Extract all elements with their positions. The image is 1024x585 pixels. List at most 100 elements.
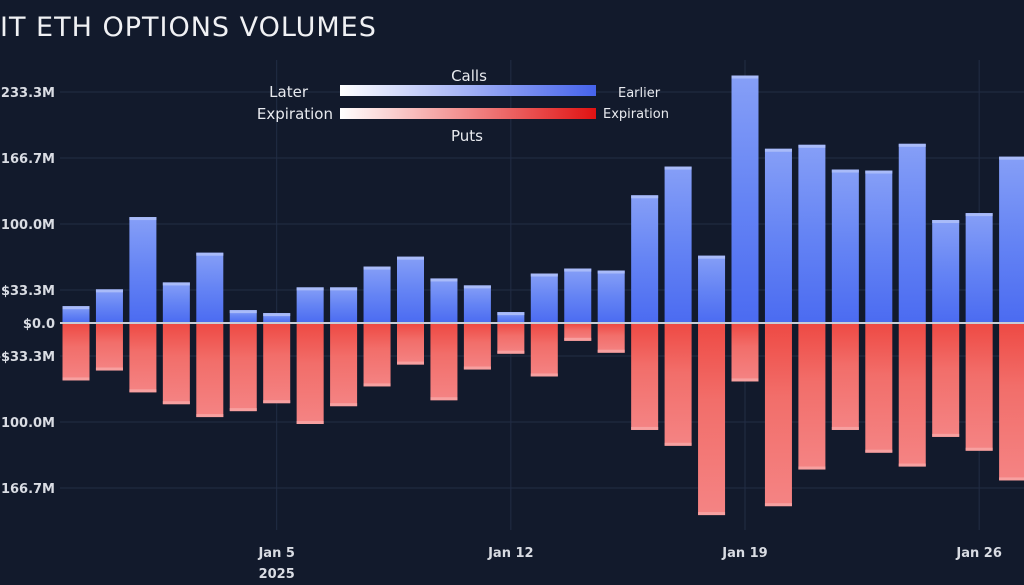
put-bar-cap (497, 350, 525, 354)
legend-earlier-label: Earlier (618, 86, 661, 101)
put-bar (932, 324, 960, 437)
put-bar (631, 324, 659, 430)
put-bar (229, 324, 257, 412)
put-bar (898, 324, 926, 467)
put-bar (865, 324, 893, 453)
put-bar (95, 324, 123, 371)
put-bar (731, 324, 759, 382)
put-bar (129, 324, 157, 393)
call-bar-cap (898, 143, 926, 147)
call-bar (965, 213, 993, 323)
put-bar (831, 324, 859, 430)
put-bar-cap (296, 420, 324, 424)
call-bar-cap (263, 313, 291, 317)
put-bar (330, 324, 358, 407)
put-bar (363, 324, 391, 387)
call-bar (196, 252, 224, 323)
call-bar (397, 256, 424, 323)
put-bar-cap (397, 361, 424, 365)
put-bar-cap (631, 426, 659, 430)
put-bar-cap (430, 397, 458, 401)
call-bar-cap (430, 278, 458, 282)
call-bar-cap (196, 252, 224, 256)
call-bar (764, 148, 792, 323)
y-tick-label: $233.3M (0, 86, 55, 101)
put-bar-cap (764, 503, 792, 507)
call-bar (296, 287, 324, 323)
call-bar-cap (463, 285, 491, 289)
put-bar-cap (564, 337, 592, 341)
put-bar-cap (229, 408, 257, 412)
put-bar-cap (95, 367, 123, 371)
call-bar-cap (932, 220, 960, 224)
y-tick-label: $166.7M (0, 152, 55, 167)
call-bar-cap (497, 312, 525, 316)
legend: Calls Later Expiration Earlier Expiratio… (257, 67, 669, 145)
call-bar (731, 75, 759, 323)
call-bar (363, 266, 391, 323)
call-bar (999, 156, 1024, 323)
x-tick-label: Jan 12 (487, 546, 533, 561)
put-bar (497, 324, 525, 354)
call-bar (831, 169, 859, 323)
put-bar-cap (965, 447, 993, 451)
put-bar (296, 324, 324, 424)
put-bar-cap (129, 389, 157, 393)
put-bar (196, 324, 224, 418)
call-bar (229, 310, 257, 323)
put-bar-cap (363, 383, 391, 387)
call-bar-cap (631, 195, 659, 199)
call-bar-cap (798, 144, 826, 148)
call-bar (631, 195, 659, 323)
call-bar-cap (865, 170, 893, 174)
put-bar-cap (530, 373, 558, 377)
call-bar-cap (664, 166, 692, 170)
call-bar-cap (229, 310, 257, 314)
call-bar (263, 313, 291, 323)
call-bar-cap (62, 306, 90, 310)
call-bar-cap (363, 266, 391, 270)
call-bar (530, 273, 558, 323)
call-bar-cap (764, 148, 792, 152)
call-bar (430, 278, 458, 323)
put-bar-cap (865, 449, 893, 453)
put-bar (698, 324, 726, 516)
call-bar-cap (831, 169, 859, 173)
put-bar-cap (263, 400, 291, 404)
put-bar (564, 324, 592, 341)
put-bar (999, 324, 1024, 481)
put-bar (965, 324, 993, 451)
put-bar (430, 324, 458, 401)
y-tick-label: $0.0 (23, 317, 55, 332)
put-bar (597, 324, 625, 353)
call-bar (564, 268, 592, 323)
call-bar-cap (731, 75, 759, 79)
call-bar (898, 143, 926, 323)
put-bar (530, 324, 558, 377)
call-bar (162, 282, 190, 323)
put-bar (397, 324, 424, 365)
call-bar (597, 270, 625, 323)
y-tick-label: -$166.7M (0, 482, 55, 497)
legend-calls-label: Calls (451, 67, 487, 85)
y-tick-label: -$33.3M (0, 350, 55, 365)
legend-earlier-expiration-label: Expiration (603, 107, 669, 122)
legend-puts-gradient (340, 108, 596, 119)
call-bar-cap (597, 270, 625, 274)
put-bar-cap (62, 377, 90, 381)
put-bar-cap (831, 426, 859, 430)
put-bar-cap (664, 442, 692, 446)
put-bar (263, 324, 291, 404)
put-bar (664, 324, 692, 446)
put-bar-cap (999, 477, 1024, 481)
call-bar (798, 144, 826, 323)
call-bar-cap (530, 273, 558, 277)
put-bar (62, 324, 90, 381)
put-bar (162, 324, 190, 405)
legend-puts-label: Puts (451, 127, 483, 145)
put-bar-cap (162, 401, 190, 405)
call-bar-cap (162, 282, 190, 286)
put-bar-cap (330, 403, 358, 407)
put-bar-cap (597, 349, 625, 353)
